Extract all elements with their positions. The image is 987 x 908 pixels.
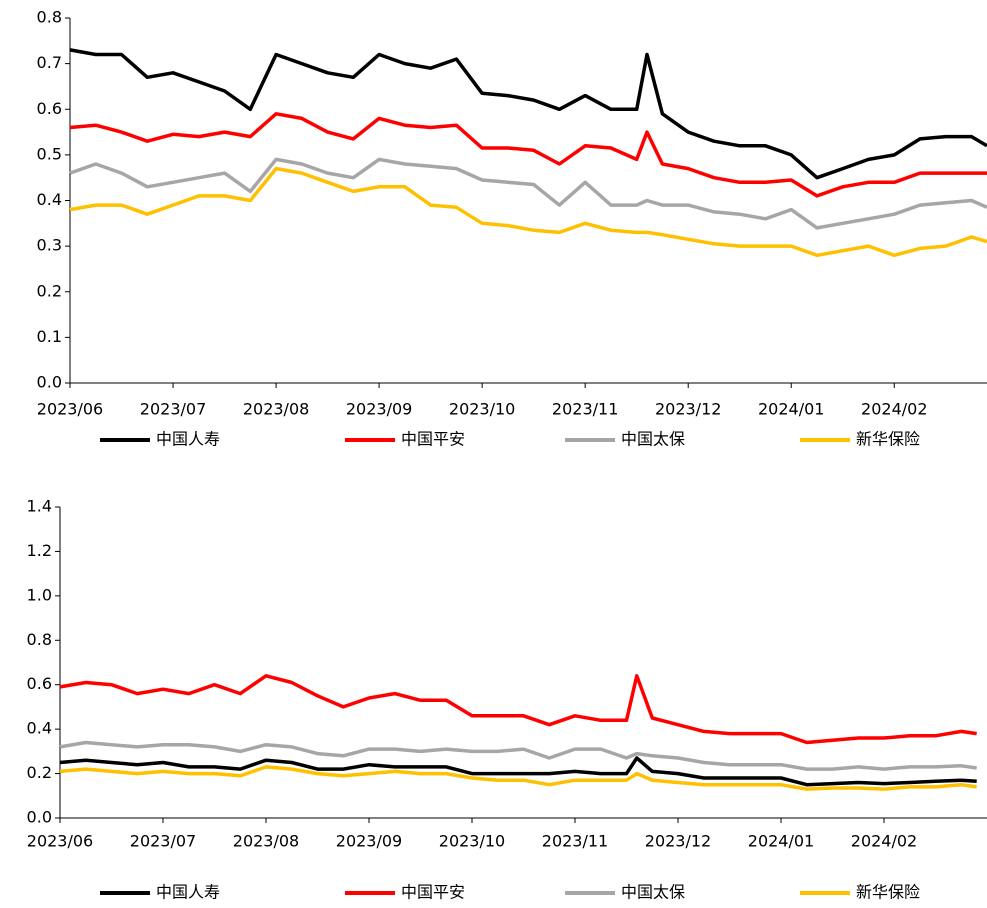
x-tick-label: 2023/07	[140, 400, 206, 419]
y-tick-label: 0.0	[37, 373, 62, 392]
y-tick-label: 0.2	[27, 763, 52, 782]
x-tick-label: 2023/08	[243, 400, 309, 419]
series-line	[59, 740, 977, 771]
y-tick-label: 0.2	[37, 281, 62, 300]
x-tick-label: 2023/12	[645, 832, 711, 851]
x-tick-label: 2024/02	[861, 400, 927, 419]
series-line	[69, 112, 987, 198]
x-tick-label: 2023/12	[655, 400, 721, 419]
x-tick-label: 2024/01	[748, 832, 814, 851]
y-tick-label: 0.1	[37, 327, 62, 346]
x-tick-label: 2023/09	[336, 832, 402, 851]
y-tick-label: 0.7	[37, 53, 62, 72]
x-tick-label: 2023/07	[130, 832, 196, 851]
y-tick-label: 1.4	[27, 497, 52, 516]
x-tick-label: 2023/10	[449, 400, 515, 419]
x-tick-label: 2023/08	[233, 832, 299, 851]
y-tick-label: 0.6	[37, 99, 62, 118]
x-tick-label: 2023/11	[542, 832, 608, 851]
series-line	[69, 166, 987, 258]
series-line	[69, 157, 987, 230]
y-tick-label: 0.5	[37, 144, 62, 163]
x-tick-label: 2023/11	[552, 400, 618, 419]
series-line	[59, 756, 977, 787]
legend-label: 中国平安	[401, 883, 465, 902]
y-tick-label: 1.2	[27, 541, 52, 560]
legend-label: 新华保险	[856, 430, 920, 449]
x-tick-label: 2023/06	[27, 832, 93, 851]
y-tick-label: 0.8	[27, 630, 52, 649]
legend-label: 新华保险	[856, 883, 920, 902]
x-tick-label: 2023/06	[37, 400, 103, 419]
x-tick-label: 2024/02	[851, 832, 917, 851]
series-line	[59, 765, 977, 791]
y-tick-label: 0.4	[37, 190, 62, 209]
series-line	[59, 674, 977, 745]
legend-label: 中国太保	[621, 883, 685, 902]
legend-label: 中国人寿	[156, 430, 220, 449]
x-tick-label: 2023/09	[346, 400, 412, 419]
y-tick-label: 1.0	[27, 585, 52, 604]
y-tick-label: 0.6	[27, 674, 52, 693]
x-tick-label: 2023/10	[439, 832, 505, 851]
y-tick-label: 0.4	[27, 719, 52, 738]
y-tick-label: 0.3	[37, 236, 62, 255]
legend-label: 中国太保	[621, 430, 685, 449]
y-tick-label: 0.0	[27, 808, 52, 827]
legend-label: 中国平安	[401, 430, 465, 449]
y-tick-label: 0.8	[37, 8, 62, 27]
legend-label: 中国人寿	[156, 883, 220, 902]
x-tick-label: 2024/01	[758, 400, 824, 419]
series-line	[69, 48, 987, 180]
